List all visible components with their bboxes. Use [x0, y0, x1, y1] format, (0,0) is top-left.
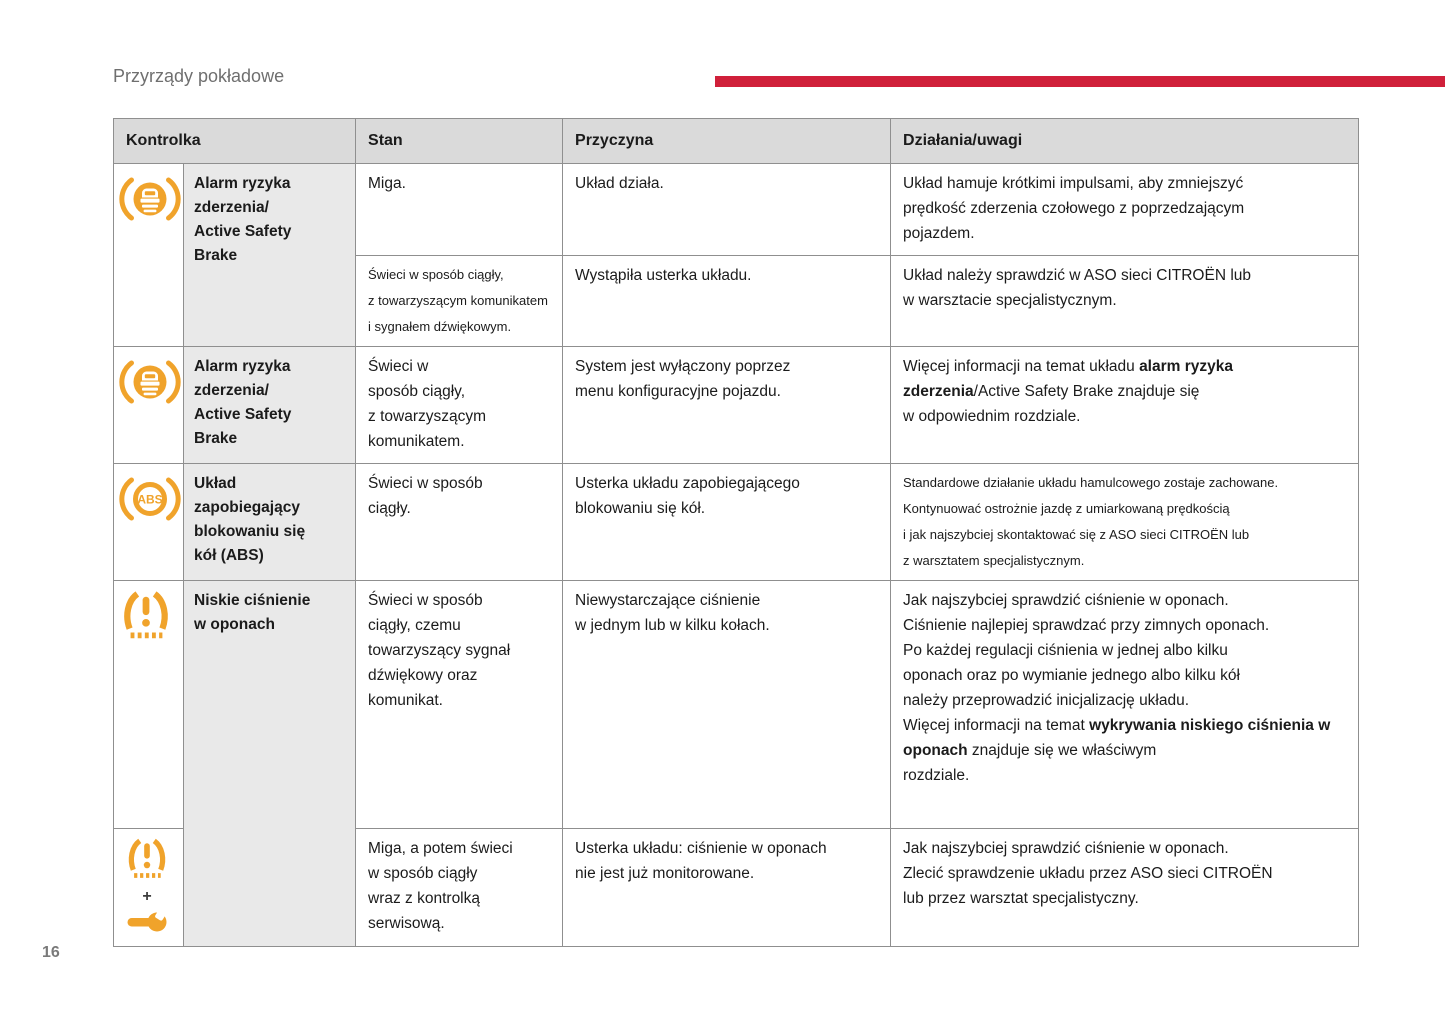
- table-row: Niskie ciśnienie w oponach Świeci w spos…: [113, 580, 1360, 947]
- indicator-label: Alarm ryzyka zderzenia/ Active Safety Br…: [182, 163, 357, 347]
- icon-cell: +: [113, 828, 184, 947]
- dzialania-cell: Standardowe działanie układu hamulcowego…: [890, 463, 1360, 581]
- tire-pressure-plus-service-icon: +: [119, 836, 175, 935]
- przyczyna-cell: Wystąpiła usterka układu.: [562, 255, 892, 347]
- column-header-przyczyna: Przyczyna: [562, 118, 892, 164]
- przyczyna-cell: Usterka układu zapobiegającego blokowani…: [562, 463, 892, 581]
- stan-cell: Świeci w sposób ciągły, z towarzyszącym …: [355, 346, 564, 464]
- table-row: ABS Układ zapobiegający blokowaniu się k…: [113, 463, 1360, 581]
- service-wrench-icon: [127, 907, 167, 932]
- dzialania-cell: Jak najszybciej sprawdzić ciśnienie w op…: [890, 828, 1360, 947]
- table-header-row: Kontrolka Stan Przyczyna Działania/uwagi: [112, 118, 1360, 164]
- dzialania-cell: Jak najszybciej sprawdzić ciśnienie w op…: [890, 580, 1360, 829]
- table-row: Alarm ryzyka zderzenia/ Active Safety Br…: [113, 163, 1360, 347]
- warning-lights-table: Kontrolka Stan Przyczyna Działania/uwagi: [112, 118, 1360, 947]
- stan-cell: Miga.: [355, 163, 564, 256]
- przyczyna-cell: Niewystarczające ciśnienie w jednym lub …: [562, 580, 892, 829]
- icon-cell: [113, 580, 184, 829]
- page-title: Przyrządy pokładowe: [113, 66, 285, 86]
- abs-icon: ABS: [119, 477, 181, 521]
- dzialania-cell: Układ hamuje krótkimi impulsami, aby zmn…: [890, 163, 1360, 256]
- przyczyna-cell: System jest wyłączony poprzez menu konfi…: [562, 346, 892, 464]
- indicator-label: Niskie ciśnienie w oponach: [182, 580, 357, 947]
- active-safety-brake-icon: [119, 360, 181, 404]
- przyczyna-cell: Układ działa.: [562, 163, 892, 256]
- stan-cell: Świeci w sposób ciągły, z towarzyszącym …: [355, 255, 564, 347]
- table-row: Alarm ryzyka zderzenia/ Active Safety Br…: [113, 346, 1360, 464]
- accent-bar: [715, 76, 1445, 87]
- dzialania-cell: Układ należy sprawdzić w ASO sieci CITRO…: [890, 255, 1360, 347]
- tire-pressure-icon: [124, 591, 168, 639]
- column-header-stan: Stan: [355, 118, 564, 164]
- stan-cell: Świeci w sposób ciągły, czemu towarzyszą…: [355, 580, 564, 829]
- stan-cell: Świeci w sposób ciągły.: [355, 463, 564, 581]
- plus-sign: +: [142, 888, 152, 905]
- column-header-kontrolka: Kontrolka: [112, 118, 357, 164]
- dzialania-cell: Więcej informacji na temat układu alarm …: [890, 346, 1360, 464]
- stan-cell: Miga, a potem świeci w sposób ciągły wra…: [355, 828, 564, 947]
- column-header-dzialania: Działania/uwagi: [890, 118, 1360, 164]
- svg-text:ABS: ABS: [137, 493, 162, 507]
- table-row: Świeci w sposób ciągły, z towarzyszącym …: [114, 255, 1360, 347]
- icon-cell: ABS: [113, 463, 184, 581]
- icon-cell: [113, 346, 184, 464]
- icon-cell: [113, 163, 184, 347]
- przyczyna-cell: Usterka układu: ciśnienie w oponach nie …: [562, 828, 892, 947]
- tire-pressure-icon: [128, 838, 166, 878]
- table-row: + Miga, a potem świeci w sposób ciągły w…: [113, 828, 1360, 947]
- page-number: 16: [42, 944, 60, 961]
- indicator-label: Układ zapobiegający blokowaniu się kół (…: [182, 463, 357, 581]
- active-safety-brake-icon: [119, 177, 181, 221]
- indicator-label: Alarm ryzyka zderzenia/ Active Safety Br…: [182, 346, 357, 464]
